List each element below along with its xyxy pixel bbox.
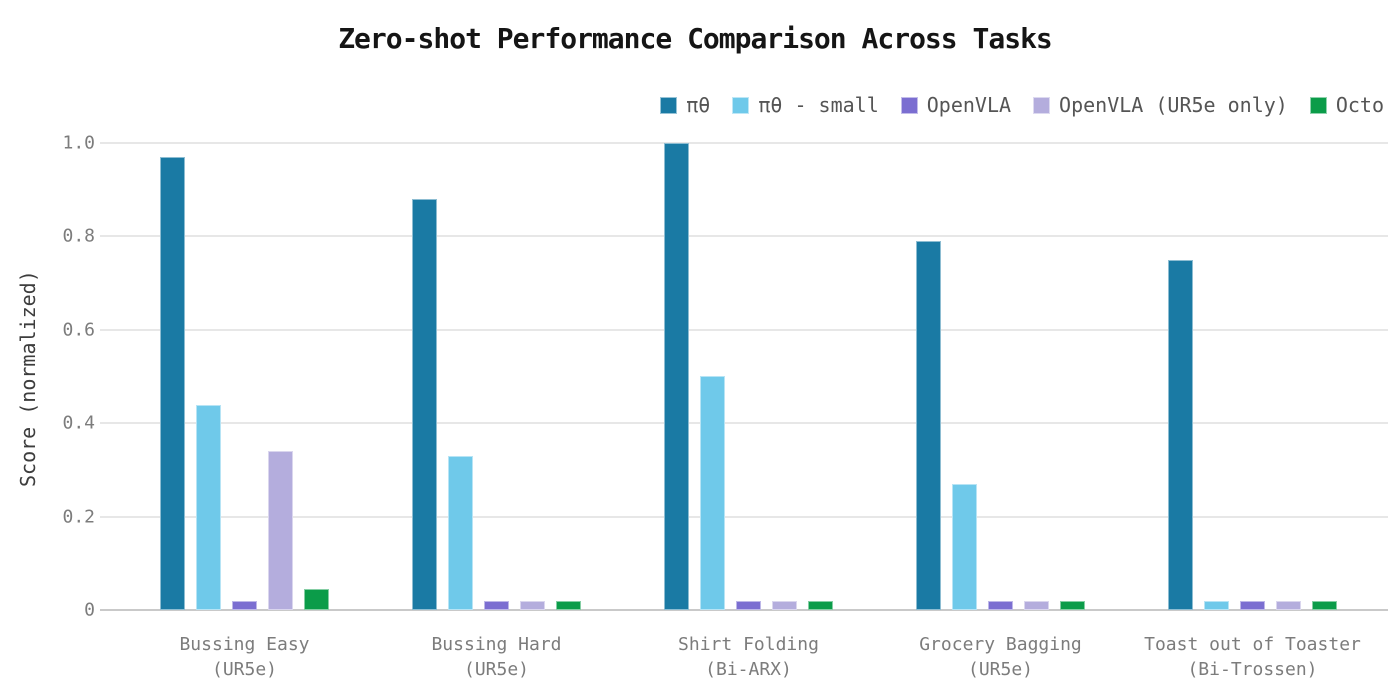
bar (1024, 601, 1049, 610)
bar (484, 601, 509, 610)
bar (1204, 601, 1229, 610)
legend-label: OpenVLA (UR5e only) (1059, 93, 1288, 117)
x-tick-label: Grocery Bagging (UR5e) (919, 634, 1082, 680)
legend-label: πθ - small (758, 93, 879, 117)
bar (808, 601, 833, 610)
x-axis-line (100, 609, 1388, 611)
bar (916, 241, 941, 610)
legend-swatch-icon (660, 96, 678, 114)
legend-swatch-icon (732, 96, 750, 114)
bar (700, 376, 725, 610)
gridline (100, 142, 1388, 144)
bar (556, 601, 581, 610)
y-tick-label: 1.0 (62, 132, 95, 154)
y-tick-label: 0.2 (62, 506, 95, 528)
bar (304, 589, 329, 610)
x-tick-label: Toast out of Toaster (Bi-Trossen) (1144, 634, 1361, 680)
bar (160, 157, 185, 610)
legend-swatch-icon (1309, 96, 1327, 114)
bar (1276, 601, 1301, 610)
bar (412, 199, 437, 610)
bar (448, 456, 473, 610)
legend-item: OpenVLA (900, 93, 1012, 117)
bar (1168, 260, 1193, 610)
y-axis-label: Score (normalized) (16, 270, 40, 487)
x-tick-label: Shirt Folding (Bi-ARX) (678, 634, 819, 680)
gridline (100, 515, 1388, 518)
bar (268, 451, 293, 610)
legend-item: Octo (1309, 93, 1384, 117)
x-tick-label: Bussing Hard (UR5e) (431, 634, 562, 680)
legend-item: πθ (660, 93, 710, 117)
bar (520, 601, 545, 610)
gridline (100, 422, 1388, 425)
legend-label: OpenVLA (926, 93, 1012, 117)
chart-title: Zero-shot Performance Comparison Across … (338, 22, 1053, 55)
y-tick-label: 0.6 (62, 319, 95, 341)
legend-label: πθ (686, 93, 711, 117)
legend-swatch-icon (900, 96, 918, 114)
legend-swatch-icon (1033, 96, 1051, 114)
bar (664, 143, 689, 610)
legend: πθ πθ - small OpenVLA OpenVLA (UR5e only) Oc… (660, 93, 1384, 117)
bar (988, 601, 1013, 610)
bar (1060, 601, 1085, 610)
bar (772, 601, 797, 610)
gridline (100, 235, 1388, 238)
bar (736, 601, 761, 610)
legend-label: Octo (1335, 93, 1384, 117)
y-tick-label: 0.4 (62, 412, 95, 434)
legend-item: πθ - small (732, 93, 879, 117)
y-tick-label: 0 (84, 599, 95, 621)
bar (1312, 601, 1337, 610)
legend-item: OpenVLA (UR5e only) (1033, 93, 1288, 117)
bar (1240, 601, 1265, 610)
x-tick-label: Bussing Easy (UR5e) (179, 634, 310, 680)
gridline (100, 328, 1388, 331)
y-tick-label: 0.8 (62, 225, 95, 247)
bar (196, 405, 221, 610)
bar (232, 601, 257, 610)
bar (952, 484, 977, 610)
